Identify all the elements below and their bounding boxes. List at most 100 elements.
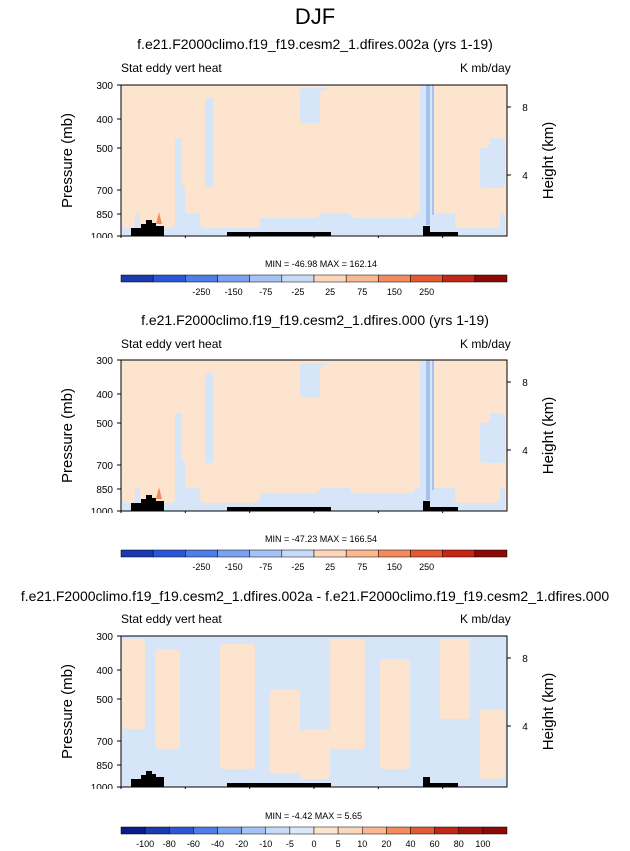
- colorbar-label: 40: [405, 839, 415, 849]
- panel-2-min-max: MIN = -47.23 MAX = 166.54: [265, 534, 378, 544]
- pressure-tick-label: 850: [96, 761, 113, 772]
- pressure-tick-label: 500: [96, 419, 113, 430]
- terrain-andes: [423, 777, 458, 787]
- colorbar-label: -20: [235, 839, 248, 849]
- colorbar-label: -150: [225, 562, 243, 572]
- heatmap-band: [440, 93, 490, 148]
- colorbar-swatch: [120, 826, 146, 835]
- colorbar-label: -60: [187, 839, 200, 849]
- colorbar-swatch: [265, 826, 291, 835]
- terrain-africa: [131, 220, 164, 236]
- colorbar-swatch: [313, 274, 347, 283]
- y-axis-title: Pressure (mb): [59, 664, 76, 759]
- panel-1-variable-label: Stat eddy vert heat: [121, 61, 222, 75]
- heatmap-band: [350, 128, 415, 218]
- panel-1-colorbar: -250 -150 -75 -25 25 75 150 250: [120, 274, 508, 297]
- colorbar-swatch: [410, 826, 435, 835]
- colorbar-label: -250: [192, 562, 210, 572]
- pressure-tick-label: 850: [96, 485, 113, 496]
- colorbar-label: -10: [259, 839, 272, 849]
- panel-2-variable-label: Stat eddy vert heat: [121, 337, 222, 351]
- heatmap-band: [380, 659, 410, 769]
- colorbar-label: 250: [419, 287, 434, 297]
- colorbar-swatch: [482, 826, 508, 835]
- terrain-pacific: [227, 783, 331, 787]
- colorbar-swatch: [474, 274, 508, 283]
- height-tick-label: 8: [522, 103, 528, 114]
- heatmap-band: [480, 709, 505, 779]
- heatmap-band: [330, 639, 365, 749]
- heatmap-band: [350, 403, 415, 493]
- panel-2-title: f.e21.F2000climo.f19_f19.cesm2_1.dfires.…: [141, 312, 489, 328]
- heatmap-band: [455, 463, 500, 503]
- colorbar-label: -75: [259, 287, 272, 297]
- heatmap-band: [122, 443, 135, 503]
- colorbar-swatch: [241, 826, 266, 835]
- panel-3-variable-label: Stat eddy vert heat: [121, 612, 222, 626]
- heatmap-band: [300, 729, 330, 779]
- height-tick-label: 8: [522, 378, 528, 389]
- heatmap-band: [220, 644, 255, 769]
- y-axis-title: Pressure (mb): [59, 388, 76, 483]
- heatmap-band: [320, 90, 360, 138]
- heatmap-maximum: [156, 487, 162, 499]
- pressure-tick-label: 700: [96, 461, 113, 472]
- colorbar-label: -25: [291, 562, 304, 572]
- colorbar-label: 10: [357, 839, 367, 849]
- colorbar-swatch: [434, 826, 459, 835]
- heatmap-band: [320, 365, 360, 413]
- height-tick-label: 4: [522, 171, 528, 182]
- panel-3-plot: 300400500700850100084060E120E180120W60WP…: [59, 632, 557, 789]
- colorbar-swatch: [378, 274, 411, 283]
- heatmap-band: [270, 689, 300, 774]
- colorbar-swatch: [386, 826, 411, 835]
- terrain-africa: [131, 495, 164, 511]
- colorbar-swatch: [249, 549, 283, 558]
- heatmap-band: [455, 188, 500, 228]
- colorbar-swatch: [152, 549, 186, 558]
- colorbar-swatch: [217, 549, 250, 558]
- colorbar-label: -150: [225, 287, 243, 297]
- heatmap-band: [480, 138, 505, 188]
- heatmap-band: [440, 639, 470, 719]
- panel-1-min-max: MIN = -46.98 MAX = 162.14: [265, 259, 378, 269]
- pressure-tick-label: 500: [96, 695, 113, 706]
- pressure-tick-label: 1000: [91, 507, 114, 513]
- pressure-tick-label: 700: [96, 737, 113, 748]
- heatmap-band: [122, 639, 145, 729]
- colorbar-swatch: [458, 826, 484, 835]
- heatmap-maximum: [156, 212, 162, 224]
- colorbar-label: 20: [381, 839, 391, 849]
- terrain-andes: [423, 226, 458, 236]
- pressure-tick-label: 850: [96, 210, 113, 221]
- panel-3-units-label: K mb/day: [460, 612, 511, 626]
- heatmap-band: [426, 360, 430, 500]
- pressure-tick-label: 700: [96, 186, 113, 197]
- colorbar-swatch: [289, 826, 315, 835]
- colorbar-swatch: [217, 826, 242, 835]
- colorbar-label: 60: [430, 839, 440, 849]
- colorbar-label: 75: [357, 287, 367, 297]
- colorbar-swatch: [185, 274, 218, 283]
- pressure-tick-label: 400: [96, 390, 113, 401]
- colorbar-swatch: [442, 549, 476, 558]
- pressure-tick-label: 300: [96, 356, 113, 367]
- panel-2-units-label: K mb/day: [460, 337, 511, 351]
- colorbar-swatch: [410, 274, 443, 283]
- colorbar-label: 250: [419, 562, 434, 572]
- colorbar-swatch: [120, 274, 154, 283]
- heatmap-band: [200, 463, 260, 503]
- heatmap-band: [255, 423, 320, 493]
- heatmap-band: [122, 168, 135, 228]
- colorbar-swatch: [120, 549, 154, 558]
- colorbar-swatch: [185, 549, 218, 558]
- heatmap-band: [440, 368, 490, 423]
- colorbar-swatch: [281, 274, 315, 283]
- panel-1-title: f.e21.F2000climo.f19_f19.cesm2_1.dfires.…: [137, 36, 493, 52]
- colorbar-label: -25: [291, 287, 304, 297]
- colorbar-label: 75: [357, 562, 367, 572]
- y2-axis-title: Height (km): [540, 122, 557, 200]
- colorbar-swatch: [144, 826, 170, 835]
- colorbar-swatch: [281, 549, 315, 558]
- pressure-tick-label: 300: [96, 632, 113, 643]
